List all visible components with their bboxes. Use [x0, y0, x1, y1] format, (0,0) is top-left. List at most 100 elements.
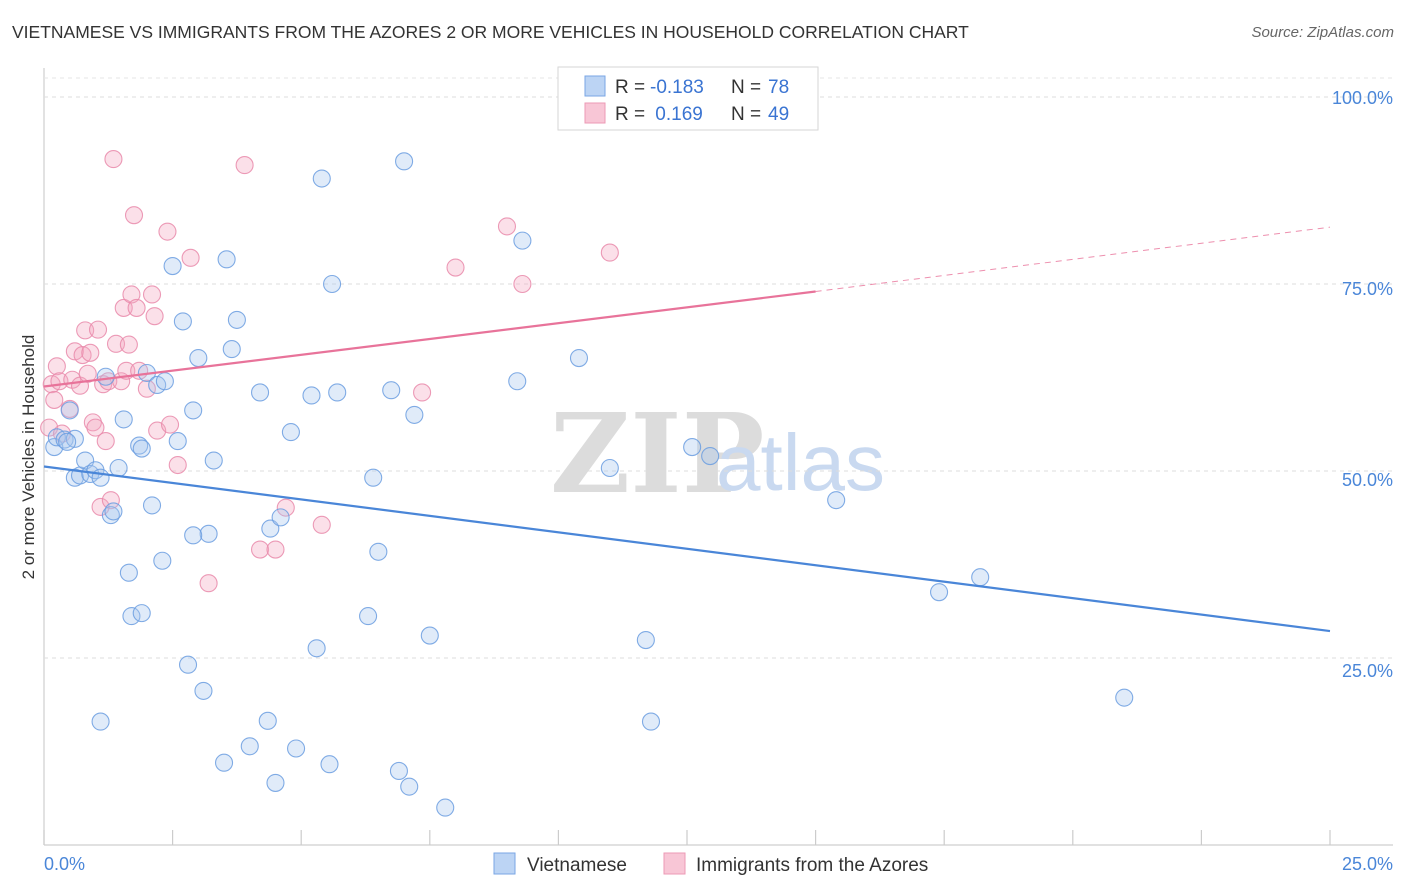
azores-point	[266, 540, 285, 559]
azores-point	[250, 540, 270, 559]
y-tick-labels: 100.0% 75.0% 50.0% 25.0%	[1332, 88, 1393, 681]
azores-point	[96, 432, 115, 451]
vietnamese-point	[930, 583, 949, 602]
vietnamese-point	[60, 401, 79, 420]
vietnamese-point	[222, 340, 241, 359]
vietnamese-point	[91, 712, 110, 731]
legend-n-value-vietnamese: 78	[768, 77, 789, 98]
vietnamese-point	[163, 256, 182, 276]
legend-n-value-azores: 49	[768, 104, 789, 125]
azores-point	[160, 415, 180, 434]
azores-point	[312, 515, 331, 534]
legend-r-value-azores: 0.169	[650, 104, 703, 125]
bottom-legend-swatch-vietnamese	[493, 852, 516, 875]
vietnamese-point	[307, 639, 326, 658]
vietnamese-point	[569, 349, 589, 368]
vietnamese-point	[119, 563, 138, 582]
vietnamese-point	[250, 383, 270, 402]
vietnamese-point	[359, 607, 378, 626]
azores-point	[83, 413, 102, 432]
vietnamese-point	[641, 712, 661, 731]
azores-point	[199, 574, 218, 593]
bottom-legend-label-azores: Immigrants from the Azores	[696, 855, 928, 876]
series-azores-points	[40, 150, 619, 593]
vietnamese-point	[217, 250, 236, 269]
vietnamese-point	[96, 367, 115, 386]
vietnamese-point	[130, 436, 149, 455]
series-vietnamese-points	[45, 152, 1134, 817]
vietnamese-point	[204, 451, 223, 470]
vietnamese-point	[436, 798, 455, 817]
vietnamese-point	[132, 439, 151, 458]
vietnamese-point	[312, 169, 331, 188]
vietnamese-point	[184, 526, 203, 545]
azores-point	[86, 418, 105, 437]
azores-point	[88, 320, 108, 339]
azores-point	[119, 335, 138, 354]
y-tick-label-100: 100.0%	[1332, 88, 1393, 108]
vietnamese-point	[364, 468, 383, 487]
y-tick-label-50: 50.0%	[1342, 470, 1393, 490]
azores-point	[127, 298, 146, 317]
trend-line-azores	[43, 290, 816, 388]
vietnamese-point	[827, 491, 846, 510]
legend-swatch-azores	[584, 102, 606, 124]
vietnamese-point	[153, 551, 172, 570]
watermark-zip: ZIP	[550, 389, 764, 518]
azores-point	[168, 455, 187, 475]
azores-point	[181, 248, 200, 267]
vietnamese-point	[214, 753, 234, 772]
azores-point	[76, 321, 95, 340]
vietnamese-point	[395, 152, 414, 171]
x-tick-label-0: 0.0%	[44, 854, 85, 874]
trend-lines	[43, 226, 1331, 633]
vietnamese-point	[420, 626, 439, 645]
x-tick-label-25: 25.0%	[1342, 854, 1393, 874]
vietnamese-point	[240, 737, 259, 756]
vietnamese-point	[281, 423, 300, 442]
vietnamese-point	[168, 432, 187, 451]
azores-point	[276, 498, 295, 517]
legend-r-value-vietnamese: -0.183	[650, 77, 704, 98]
azores-point	[446, 258, 465, 277]
azores-point	[122, 285, 141, 304]
vietnamese-point	[91, 468, 110, 487]
vietnamese-point	[189, 349, 208, 368]
vietnamese-point	[683, 438, 702, 457]
vietnamese-point	[389, 761, 408, 780]
vietnamese-point	[194, 681, 213, 700]
vietnamese-point	[178, 655, 198, 674]
azores-point	[145, 307, 164, 326]
azores-point	[600, 243, 619, 262]
azores-point	[114, 298, 133, 317]
vietnamese-point	[155, 372, 174, 391]
y-tick-label-75: 75.0%	[1342, 279, 1393, 299]
vietnamese-point	[227, 310, 246, 329]
vietnamese-point	[55, 430, 74, 449]
series-legend: Vietnamese Immigrants from the Azores	[493, 852, 928, 876]
legend-n-label-vietnamese: N =	[731, 77, 761, 98]
vietnamese-point	[199, 524, 218, 543]
azores-point	[158, 222, 177, 241]
trend-line-azores-extension	[815, 226, 1331, 292]
vietnamese-point	[258, 711, 277, 730]
vietnamese-point	[58, 432, 77, 451]
y-axis-label: 2 or more Vehicles in Household	[19, 335, 38, 580]
vietnamese-point	[302, 386, 321, 405]
vietnamese-point	[109, 458, 128, 478]
vietnamese-point	[184, 401, 203, 420]
vietnamese-point	[287, 739, 306, 758]
vietnamese-point	[122, 607, 141, 626]
vietnamese-point	[173, 312, 192, 331]
azores-point	[513, 274, 532, 294]
bottom-legend-label-vietnamese: Vietnamese	[527, 855, 627, 876]
legend-r-label-vietnamese: R =	[615, 77, 645, 98]
vietnamese-point	[1115, 688, 1134, 707]
vietnamese-point	[701, 446, 720, 466]
vietnamese-point	[369, 542, 388, 561]
azores-point	[104, 150, 123, 169]
azores-point	[81, 343, 100, 362]
vietnamese-point	[508, 372, 527, 391]
vietnamese-point	[636, 630, 655, 650]
